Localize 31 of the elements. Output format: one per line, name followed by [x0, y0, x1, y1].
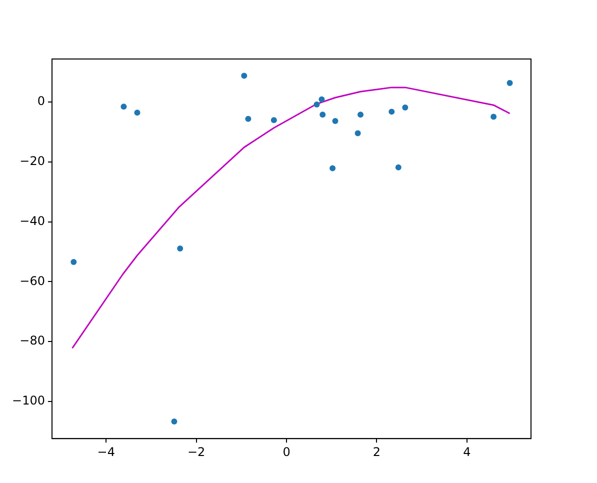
point [70, 258, 77, 265]
point [314, 102, 320, 108]
point [270, 117, 277, 124]
point [332, 118, 338, 124]
point [330, 165, 336, 172]
x-tick-label: 0 [282, 444, 290, 459]
point [177, 246, 184, 252]
point [358, 112, 364, 118]
y-tick-label: −80 [20, 334, 45, 348]
point [354, 130, 361, 136]
point [318, 96, 325, 102]
y-tick-label: −100 [12, 394, 45, 408]
point [395, 164, 402, 170]
point [402, 104, 408, 110]
point [241, 72, 248, 79]
y-tick-label: −60 [20, 274, 45, 288]
x-tick-label: −4 [97, 444, 115, 459]
point [134, 110, 140, 116]
point [388, 108, 395, 115]
x-tick-label: 2 [372, 444, 381, 459]
point [490, 114, 497, 120]
point [245, 116, 252, 122]
point [506, 80, 513, 86]
x-tick-label: 4 [463, 444, 471, 459]
y-tick-label: −20 [20, 154, 45, 168]
point [120, 104, 127, 110]
y-tick-label: 0 [37, 94, 45, 108]
point [171, 418, 178, 425]
point [320, 112, 326, 118]
x-tick-label: −2 [187, 444, 206, 459]
y-tick-label: −40 [20, 214, 45, 228]
